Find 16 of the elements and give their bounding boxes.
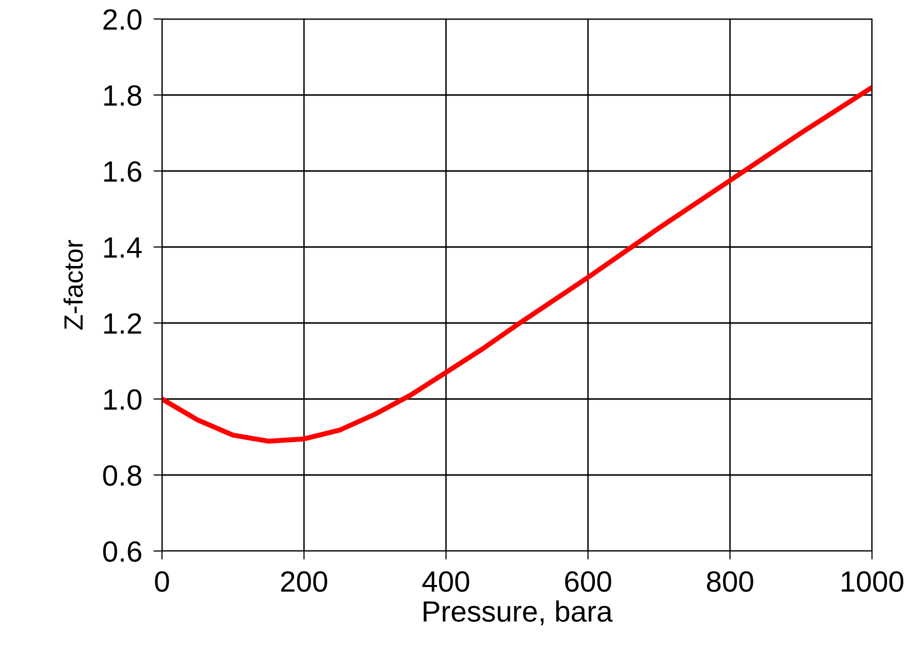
x-tick-label: 600 — [565, 571, 612, 592]
y-tick-label: 1.0 — [104, 389, 142, 410]
x-tick-label: 0 — [155, 571, 169, 592]
x-tick-label: 1000 — [842, 571, 904, 592]
y-tick-label: 0.6 — [103, 541, 142, 562]
y-tick-label: 1.2 — [104, 313, 142, 334]
x-axis-title: Pressure, bara — [424, 600, 613, 626]
y-tick-label: 1.8 — [104, 85, 142, 106]
y-tick-label: 0.8 — [103, 465, 142, 486]
y-tick-label: 2.0 — [103, 9, 142, 30]
y-tick-label: 1.6 — [104, 161, 142, 182]
x-tick-label: 800 — [706, 571, 754, 592]
y-tick-label: 1.4 — [104, 238, 142, 258]
x-tick-label: 200 — [281, 571, 328, 592]
y-axis-title: Z-factor — [64, 240, 83, 330]
x-tick-label: 400 — [422, 571, 470, 592]
